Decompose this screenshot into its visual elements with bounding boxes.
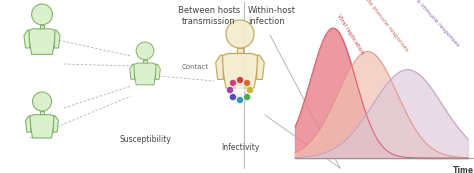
Polygon shape	[143, 60, 147, 63]
Circle shape	[244, 94, 251, 101]
Polygon shape	[27, 29, 56, 54]
Circle shape	[32, 4, 53, 25]
Circle shape	[235, 85, 245, 95]
Circle shape	[33, 92, 52, 111]
Text: Within-host
infection: Within-host infection	[248, 6, 296, 26]
Polygon shape	[40, 111, 44, 115]
Polygon shape	[220, 53, 259, 88]
Circle shape	[237, 97, 244, 103]
Polygon shape	[40, 25, 45, 29]
Text: Innate immune responses: Innate immune responses	[358, 0, 409, 52]
Polygon shape	[54, 30, 60, 48]
Text: Infectivity: Infectivity	[221, 143, 259, 152]
Polygon shape	[155, 64, 160, 79]
Polygon shape	[24, 30, 30, 48]
Circle shape	[244, 79, 251, 86]
Circle shape	[136, 42, 154, 60]
Text: Adaptive immune responses: Adaptive immune responses	[400, 0, 460, 48]
Polygon shape	[256, 55, 264, 79]
Polygon shape	[216, 55, 223, 79]
Circle shape	[226, 20, 254, 48]
Text: Between hosts
transmission: Between hosts transmission	[178, 6, 240, 26]
Polygon shape	[26, 116, 31, 132]
Circle shape	[229, 94, 237, 101]
Polygon shape	[237, 48, 243, 53]
Circle shape	[227, 86, 234, 93]
Circle shape	[229, 79, 237, 86]
Polygon shape	[53, 116, 58, 132]
Text: Time: Time	[453, 166, 474, 173]
Circle shape	[246, 86, 254, 93]
Text: Contact: Contact	[182, 64, 209, 70]
Circle shape	[237, 76, 244, 84]
Polygon shape	[130, 64, 135, 79]
Polygon shape	[29, 115, 55, 138]
Polygon shape	[133, 63, 157, 85]
Text: Susceptibility: Susceptibility	[119, 135, 171, 144]
Text: Viral replication: Viral replication	[336, 13, 365, 55]
